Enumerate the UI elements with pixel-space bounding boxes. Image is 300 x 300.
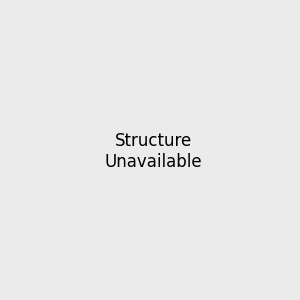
Text: Structure
Unavailable: Structure Unavailable xyxy=(105,132,202,171)
